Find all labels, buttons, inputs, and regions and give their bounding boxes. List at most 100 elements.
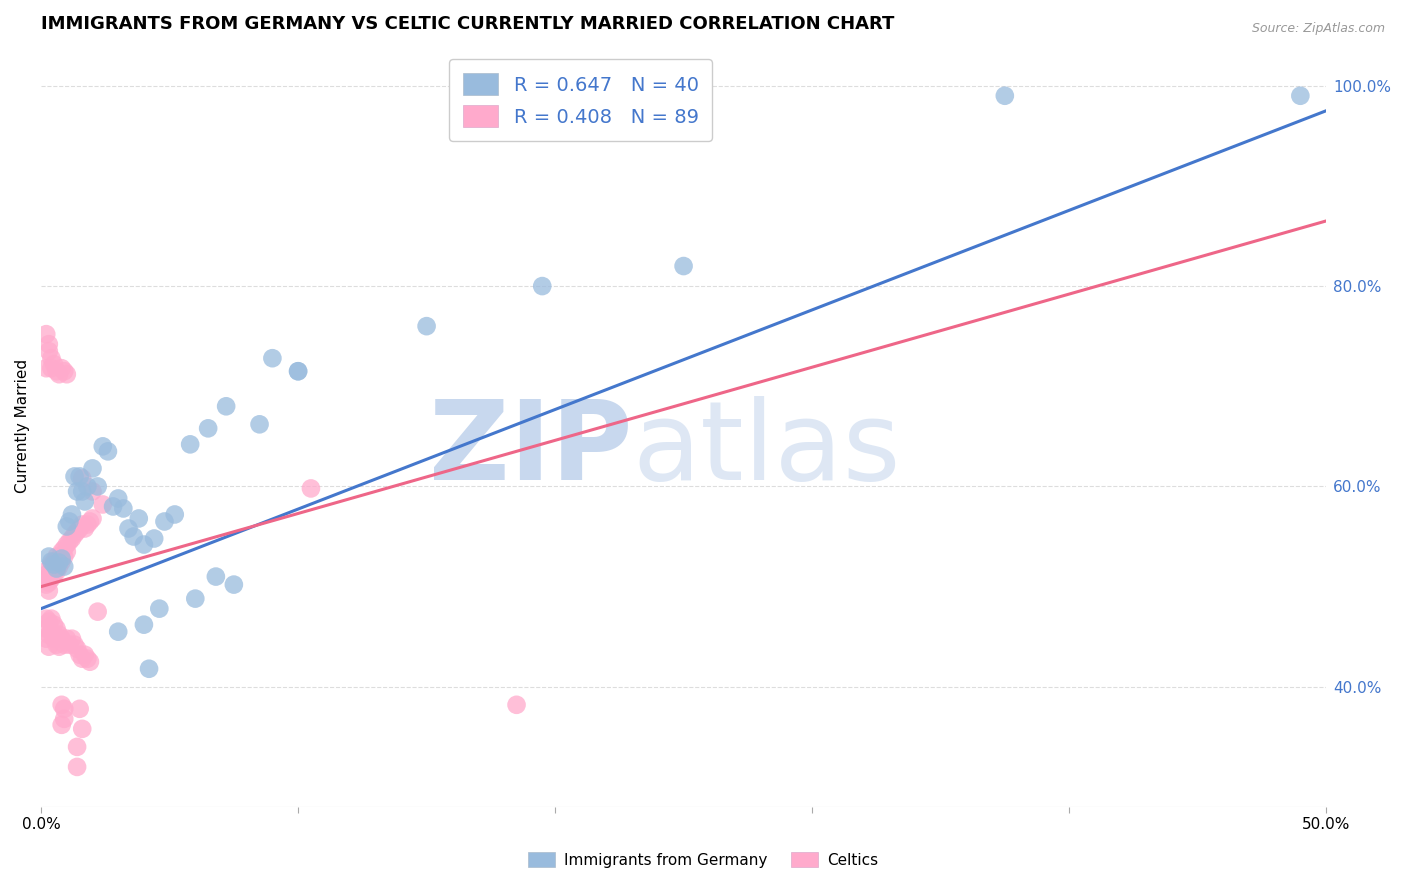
Point [58,515,80,529]
Point [91,498,114,512]
Point [97,444,120,458]
Point [56,632,79,646]
Point [505,698,527,712]
Point [42,617,65,632]
Point [415,319,437,334]
Point [222,577,245,591]
Point [35,632,58,646]
Point [51,632,73,646]
Point [132,537,155,551]
Point [35,622,58,636]
Point [38,561,60,575]
Text: atlas: atlas [633,396,901,503]
Point [38,615,60,629]
Point [41,624,63,639]
Point [73,648,96,662]
Point [128,511,150,525]
Point [41,572,63,586]
Point [60,532,83,546]
Point [53,364,76,378]
Point [45,622,67,636]
Point [58,534,80,549]
Point [51,718,73,732]
Point [60,508,83,522]
Point [86,479,108,493]
Point [35,567,58,582]
Point [70,651,93,665]
Point [56,544,79,558]
Point [42,558,65,572]
Point [76,651,98,665]
Point [73,494,96,508]
Point [56,368,79,382]
Point [51,544,73,558]
Point [56,537,79,551]
Point [45,558,67,572]
Point [112,501,135,516]
Point [51,551,73,566]
Point [79,515,101,529]
Point [45,549,67,564]
Point [56,519,79,533]
Point [184,591,207,606]
Point [38,583,60,598]
Point [132,617,155,632]
Point [531,279,554,293]
Point [41,612,63,626]
Point [117,521,139,535]
Point [51,698,73,712]
Point [70,484,93,499]
Point [45,638,67,652]
Point [148,601,170,615]
Point [66,484,89,499]
Y-axis label: Currently Married: Currently Married [15,359,30,493]
Point [63,527,86,541]
Point [42,357,65,371]
Point [45,364,67,378]
Point [48,551,70,566]
Point [107,491,129,506]
Point [143,532,166,546]
Point [41,565,63,579]
Legend: Immigrants from Germany, Celtics: Immigrants from Germany, Celtics [522,846,884,873]
Point [48,640,70,654]
Point [163,508,186,522]
Point [69,521,91,535]
Point [82,461,104,475]
Point [41,555,63,569]
Point [53,559,76,574]
Point [51,555,73,569]
Point [73,521,96,535]
Point [262,351,284,366]
Point [42,555,65,569]
Point [35,361,58,376]
Point [153,515,176,529]
Point [63,469,86,483]
Point [66,641,89,656]
Point [53,541,76,556]
Point [38,549,60,564]
Point [35,577,58,591]
Point [287,364,309,378]
Point [58,638,80,652]
Point [38,575,60,590]
Point [69,702,91,716]
Point [48,628,70,642]
Point [1289,88,1312,103]
Point [63,638,86,652]
Point [138,662,160,676]
Point [69,648,91,662]
Point [249,417,271,432]
Point [672,259,695,273]
Point [42,632,65,646]
Point [38,569,60,583]
Point [38,628,60,642]
Point [66,760,89,774]
Point [53,638,76,652]
Point [994,88,1017,103]
Point [215,399,238,413]
Point [42,567,65,582]
Point [91,439,114,453]
Point [76,517,98,532]
Point [66,524,89,539]
